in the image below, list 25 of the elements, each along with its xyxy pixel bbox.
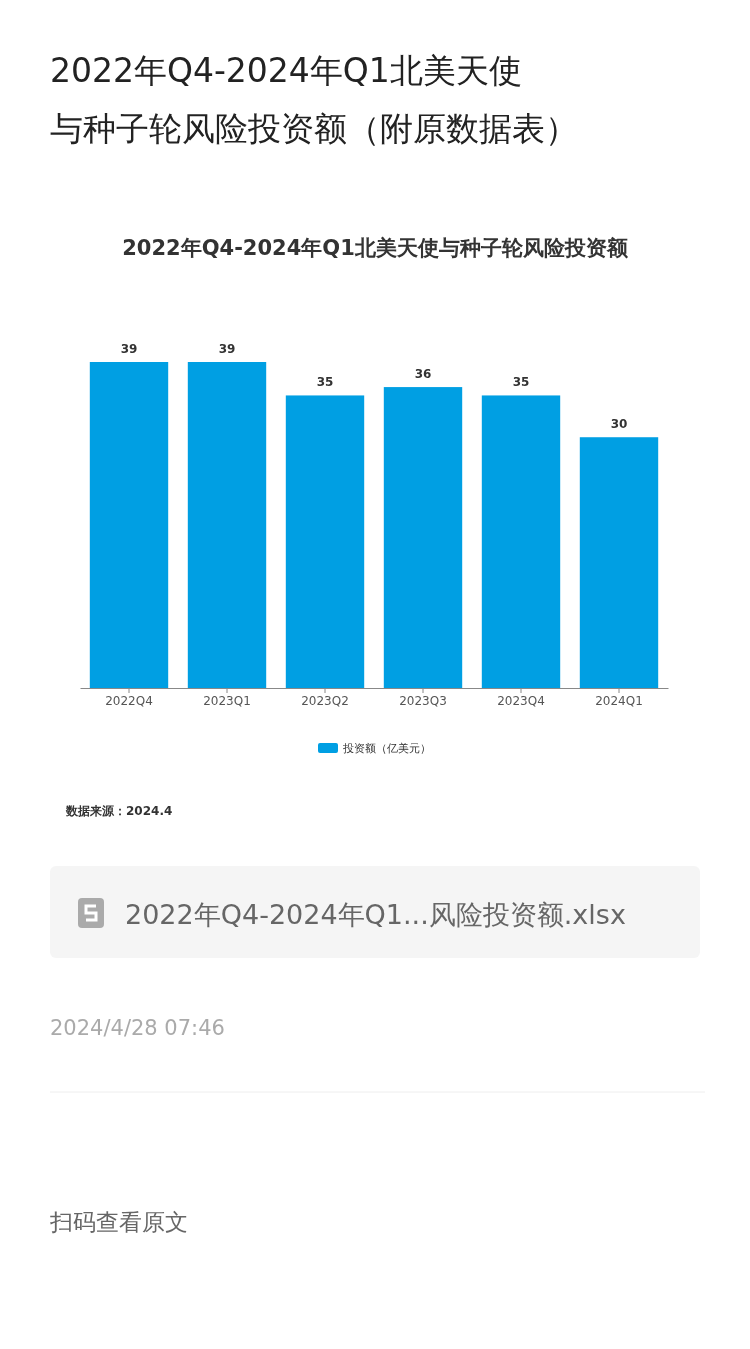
chart-subtitle: 2022年Q4-2024年Q1北美天使与种子轮风险投资额 [122,236,629,260]
bar [285,395,365,688]
text: 扫码查看原文 [49,1209,188,1235]
chart-title: 2022年Q4-2024年Q1北美天使与种子轮风险投资额（附原数据表） [50,51,578,148]
bar [89,362,169,688]
bar [481,395,561,688]
x-tick-label: 2023Q1 [203,693,251,708]
text: 2024/4/28 07:46 [50,1016,225,1040]
x-tick-label: 2023Q4 [497,693,545,708]
bar [383,387,463,688]
legend-label: 投资额（亿美元） [342,742,431,755]
data-label: 39 [120,342,138,356]
data-label: 36 [414,367,432,382]
data-label: 35 [512,375,530,390]
data-label: 30 [610,417,628,432]
bar [187,362,267,688]
x-tick-label: 2023Q3 [399,693,447,708]
x-tick-label: 2022Q4 [105,693,153,708]
x-tick-label: 2023Q2 [301,693,349,708]
data-label: 35 [316,375,334,390]
bar [579,437,659,688]
data-label: 39 [218,342,236,356]
x-tick-label: 2024Q1 [595,693,643,708]
text: 2022年Q4-2024年Q1...风险投资额.xlsx [125,899,626,930]
source-note: 数据来源：2024.4 [65,804,173,818]
